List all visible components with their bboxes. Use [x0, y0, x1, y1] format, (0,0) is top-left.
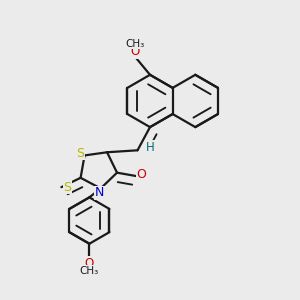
Text: CH₃: CH₃ [80, 266, 99, 276]
Text: N: N [95, 186, 104, 199]
Text: H: H [146, 141, 154, 154]
Text: S: S [76, 146, 84, 160]
Text: S: S [63, 181, 71, 194]
Text: CH₃: CH₃ [125, 39, 145, 49]
Text: O: O [85, 257, 94, 270]
Text: O: O [130, 45, 140, 58]
Text: O: O [136, 168, 146, 181]
